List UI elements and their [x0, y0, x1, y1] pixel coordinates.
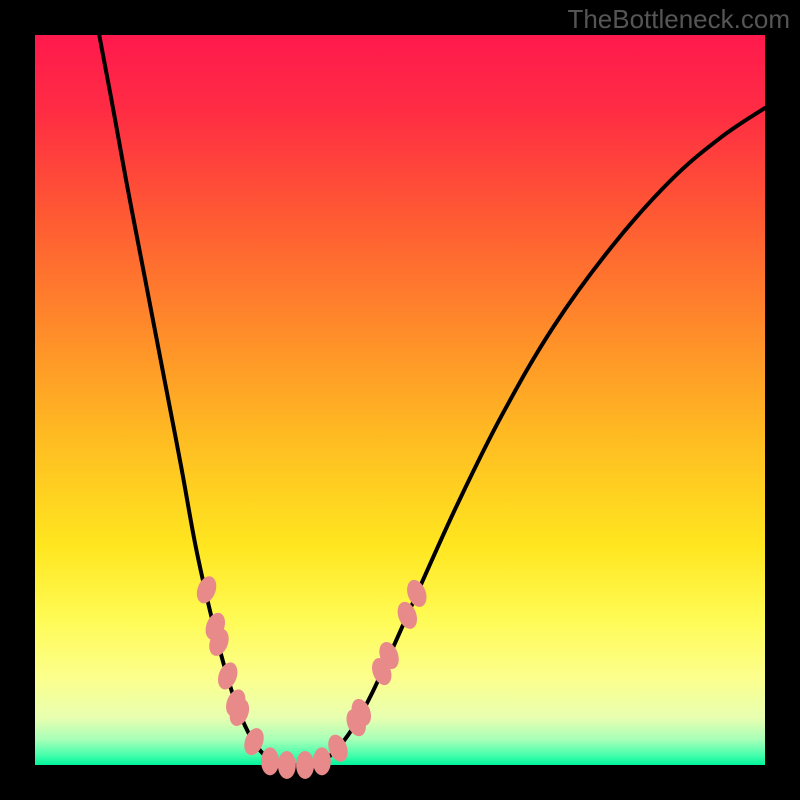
- watermark-text: TheBottleneck.com: [567, 4, 790, 35]
- data-marker: [313, 747, 331, 775]
- data-marker: [278, 751, 296, 779]
- chart-root: TheBottleneck.com: [0, 0, 800, 800]
- data-marker: [296, 751, 314, 779]
- chart-gradient-background: [35, 35, 765, 765]
- chart-svg: [0, 0, 800, 800]
- data-marker: [261, 747, 279, 775]
